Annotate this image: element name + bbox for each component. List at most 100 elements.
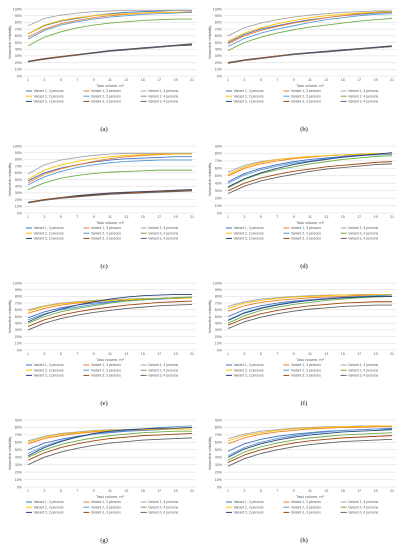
legend-label: Variant 2, 3 persons xyxy=(291,368,321,372)
line-chart: 0%10%20%30%40%50%60%70%80%90%100%1 3 5 7 9 11… xyxy=(8,281,196,378)
y-tick-label: 10% xyxy=(15,68,23,72)
legend-label: Variant 3, 2 persons xyxy=(34,374,64,378)
series-line xyxy=(27,44,193,62)
legend-label: Variant 3, 3 persons xyxy=(91,237,121,241)
x-tick-label: 15 xyxy=(341,352,345,356)
series-line xyxy=(27,437,193,466)
y-tick-label: 90% xyxy=(15,418,23,422)
x-tick-label: 17 xyxy=(157,489,161,493)
y-tick-label: 10% xyxy=(15,205,23,209)
legend-label: Variant 1, 3 persons xyxy=(91,89,121,93)
line-chart: 0%10%20%30%40%50%60%70%80%90%100%1 3 5 7 9 11… xyxy=(8,7,196,104)
panel-caption: (h) xyxy=(300,537,308,544)
x-tick-label: 21 xyxy=(390,215,394,219)
legend-label: Variant 1, 3 persons xyxy=(91,226,121,230)
x-tick-label: 11 xyxy=(108,352,112,356)
x-tick-label: 15 xyxy=(341,215,345,219)
line-chart: 0%10%20%30%40%50%60%70%80%90%100%1 3 5 7 9 11… xyxy=(208,281,396,378)
legend-label: Variant 1, 2 persons xyxy=(34,500,64,504)
y-tick-label: 0% xyxy=(17,74,23,78)
legend-label: Variant 2, 4 persons xyxy=(348,505,378,509)
x-tick-label: 9 xyxy=(293,352,295,356)
y-tick-label: 30% xyxy=(15,191,23,195)
x-tick-label: 3 xyxy=(43,352,45,356)
legend-label: Variant 3, 4 persons xyxy=(348,511,378,515)
y-tick-label: 50% xyxy=(215,315,223,319)
legend-label: Variant 3, 3 persons xyxy=(291,511,321,515)
x-tick-label: 17 xyxy=(157,352,161,356)
legend-label: Variant 3, 2 persons xyxy=(234,100,264,104)
legend-label: Variant 3, 2 persons xyxy=(234,237,264,241)
y-tick-label: 20% xyxy=(215,470,223,474)
y-tick-label: 20% xyxy=(15,335,23,339)
y-axis-title: Volumetric reliability xyxy=(8,437,12,471)
x-tick-label: 9 xyxy=(93,215,95,219)
x-tick-label: 21 xyxy=(190,78,194,82)
legend-label: Variant 2, 3 persons xyxy=(91,505,121,509)
x-tick-label: 13 xyxy=(124,489,128,493)
legend-label: Variant 2, 2 persons xyxy=(234,231,264,235)
y-tick-label: 60% xyxy=(15,308,23,312)
chart-panel: 0% 10% 20% 30% 40% 50% 60% 70% 80% 90% 100% 1 3 5 7 9 11… xyxy=(206,278,402,414)
x-axis-title: Task volume, m³ xyxy=(296,221,324,225)
y-tick-label: 20% xyxy=(15,470,23,474)
panel-caption: (d) xyxy=(300,263,308,270)
x-tick-label: 11 xyxy=(308,215,312,219)
x-tick-label: 15 xyxy=(141,489,145,493)
y-tick-label: 30% xyxy=(215,463,223,467)
legend-label: Variant 3, 4 persons xyxy=(348,100,378,104)
y-tick-label: 0% xyxy=(217,485,223,489)
x-tick-label: 13 xyxy=(124,352,128,356)
y-tick-label: 60% xyxy=(215,34,223,38)
legend-label: Variant 3, 3 persons xyxy=(291,374,321,378)
y-axis-title: Volumetric reliability xyxy=(8,163,12,197)
x-tick-label: 9 xyxy=(293,78,295,82)
y-tick-label: 10% xyxy=(215,478,223,482)
series-line xyxy=(227,152,392,175)
chart-panel: 0% 10% 20% 30% 40% 50% 60% 70% 80% 90% 1 3 5 7 9 11 13 15… xyxy=(206,415,402,551)
chart-panel: 0% 10% 20% 30% 40% 50% 60% 70% 80% 90% 1 3 5 7 9 11 13 15… xyxy=(6,415,202,551)
y-tick-label: 40% xyxy=(215,322,223,326)
legend-label: Variant 1, 2 persons xyxy=(34,363,64,367)
x-tick-label: 15 xyxy=(141,352,145,356)
x-tick-label: 1 xyxy=(227,489,229,493)
legend-label: Variant 2, 4 persons xyxy=(348,231,378,235)
x-tick-label: 1 xyxy=(27,489,29,493)
series-line xyxy=(27,428,192,443)
y-tick-label: 80% xyxy=(15,21,23,25)
y-axis-title: Volumetric reliability xyxy=(208,163,212,197)
series-line xyxy=(27,432,193,461)
y-tick-label: 30% xyxy=(15,54,23,58)
x-axis-title: Task volume, m³ xyxy=(96,358,124,362)
series-line xyxy=(227,163,393,195)
x-tick-label: 21 xyxy=(190,489,194,493)
y-tick-label: 30% xyxy=(15,328,23,332)
y-tick-label: 50% xyxy=(215,174,223,178)
legend-label: Variant 3, 3 persons xyxy=(91,374,121,378)
x-axis-title: Task volume, m³ xyxy=(96,84,124,88)
y-tick-label: 0% xyxy=(217,348,223,352)
line-chart: 0%10%20%30%40%50%60%70%80%90%1 3 5 7 9 11 13 15… xyxy=(208,418,396,515)
y-axis-title: Volumetric reliability xyxy=(208,300,212,334)
line-chart: 0%10%20%30%40%50%60%70%80%90%100%1 3 5 7 9 11… xyxy=(208,7,396,104)
series-line xyxy=(27,296,193,324)
y-tick-label: 90% xyxy=(15,14,23,18)
y-tick-label: 0% xyxy=(17,348,23,352)
y-tick-label: 10% xyxy=(215,68,223,72)
series-line xyxy=(27,156,192,182)
series-line xyxy=(227,11,393,43)
x-tick-label: 5 xyxy=(260,78,262,82)
legend-label: Variant 2, 2 persons xyxy=(34,231,64,235)
x-tick-label: 1 xyxy=(27,78,29,82)
series-line xyxy=(227,293,392,309)
series-line xyxy=(227,294,393,321)
x-tick-label: 11 xyxy=(108,215,112,219)
legend-label: Variant 2, 4 persons xyxy=(348,94,378,98)
legend-label: Variant 2, 4 persons xyxy=(148,505,178,509)
series-line xyxy=(227,17,393,51)
x-axis-title: Task volume, m³ xyxy=(296,495,324,499)
x-tick-label: 17 xyxy=(357,215,361,219)
x-tick-label: 7 xyxy=(276,215,278,219)
y-tick-label: 70% xyxy=(15,433,23,437)
